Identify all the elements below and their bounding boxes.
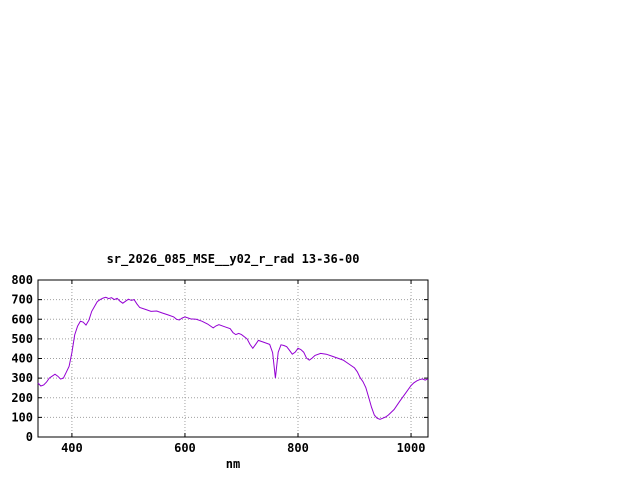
y-tick-label: 500 — [11, 332, 33, 346]
y-tick-label: 400 — [11, 352, 33, 366]
series-line — [37, 296, 429, 420]
y-tick-label: 700 — [11, 293, 33, 307]
x-tick-label: 600 — [174, 441, 196, 455]
y-tick-label: 600 — [11, 312, 33, 326]
y-tick-label: 200 — [11, 391, 33, 405]
y-tick-label: 100 — [11, 410, 33, 424]
x-tick-label: 1000 — [397, 441, 426, 455]
y-tick-label: 300 — [11, 371, 33, 385]
y-tick-label: 800 — [11, 273, 33, 287]
y-tick-label: 0 — [26, 430, 33, 444]
x-axis-label: nm — [226, 457, 240, 471]
x-tick-label: 400 — [61, 441, 83, 455]
x-tick-label: 800 — [287, 441, 309, 455]
chart-title: sr_2026_085_MSE__y02_r_rad 13-36-00 — [107, 252, 360, 267]
